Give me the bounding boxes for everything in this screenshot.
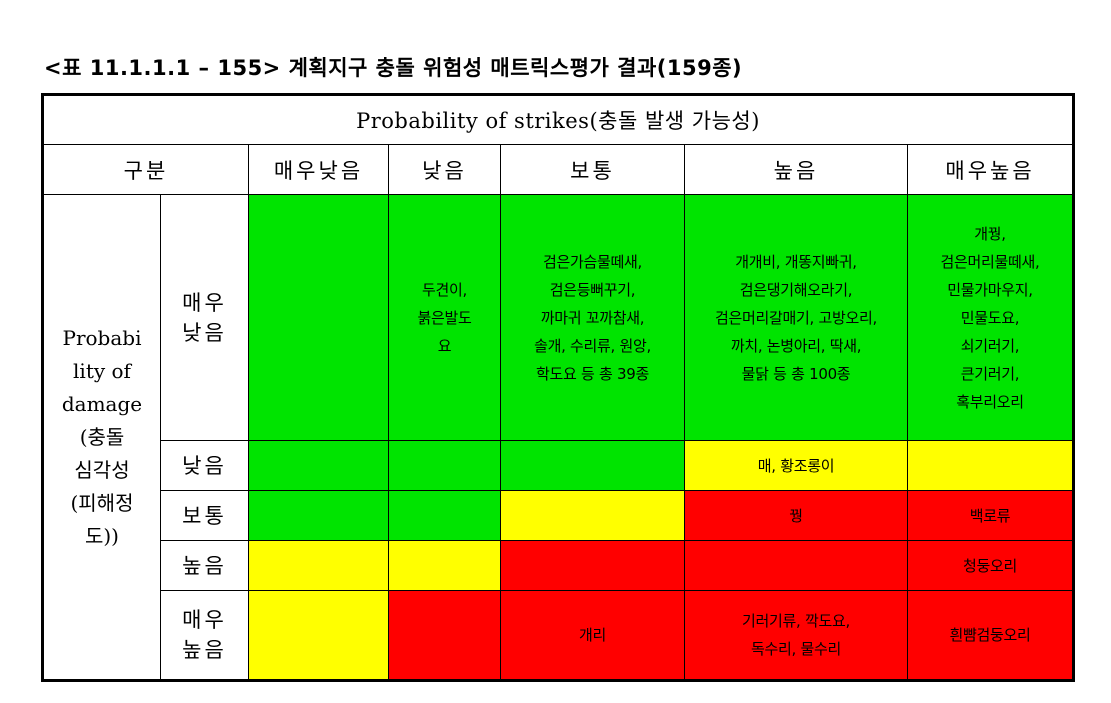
column-header-medium: 보통	[500, 144, 685, 195]
matrix-cell	[248, 590, 389, 681]
matrix-cell	[500, 440, 685, 491]
row-header: 매우 높음	[160, 590, 249, 681]
matrix-cell: 개개비, 개똥지빠귀, 검은댕기해오라기, 검은머리갈매기, 고방오리, 까치,…	[684, 194, 908, 441]
matrix-cell	[248, 490, 389, 541]
column-header-high: 높음	[684, 144, 908, 195]
matrix-row-low: 낮음 매, 황조롱이	[43, 440, 1075, 491]
matrix-cell	[500, 490, 685, 541]
matrix-cell: 매, 황조롱이	[684, 440, 908, 491]
matrix-cell: 검은가슴물떼새, 검은등뻐꾸기, 까마귀 꼬까참새, 솔개, 수리류, 원앙, …	[500, 194, 685, 441]
matrix-cell	[388, 590, 501, 681]
row-header: 높음	[160, 540, 249, 591]
matrix-cell: 두견이, 붉은발도 요	[388, 194, 501, 441]
matrix-cell	[388, 490, 501, 541]
matrix-row-very-high: 매우 높음 개리 기러기류, 깍도요, 독수리, 물수리 흰뺨검둥오리	[43, 590, 1075, 681]
matrix-cell: 개꿩, 검은머리물떼새, 민물가마우지, 민물도요, 쇠기러기, 큰기러기, 혹…	[906, 194, 1075, 441]
column-header-very-high: 매우높음	[906, 144, 1075, 195]
matrix-cell	[388, 540, 501, 591]
matrix-row-very-low: Probabi lity of damage (충돌 심각성 (피해정 도)) …	[42, 194, 1075, 681]
matrix-cell	[388, 440, 501, 491]
matrix-cell	[500, 540, 685, 591]
row-header: 매우 낮음	[160, 194, 249, 441]
corner-label: 구분	[42, 144, 249, 195]
matrix-cell: 흰뺨검둥오리	[906, 590, 1075, 681]
row-header: 낮음	[160, 440, 249, 491]
probability-header-row: Probability of strikes(충돌 발생 가능성)	[41, 94, 1075, 145]
matrix-cell	[248, 194, 389, 441]
matrix-cell	[684, 540, 908, 591]
column-header-low: 낮음	[388, 144, 501, 195]
matrix-cell: 백로류	[906, 490, 1075, 541]
matrix-cell: 개리	[500, 590, 685, 681]
matrix-row-medium: 보통 꿩 백로류	[43, 490, 1075, 541]
column-header-very-low: 매우낮음	[248, 144, 389, 195]
risk-matrix-table: Probability of strikes(충돌 발생 가능성) 구분 매우낮…	[41, 93, 1076, 682]
row-header: 보통	[160, 490, 249, 541]
matrix-cell	[906, 440, 1075, 491]
matrix-cell	[248, 440, 389, 491]
damage-header: Probabi lity of damage (충돌 심각성 (피해정 도))	[42, 194, 161, 681]
table-caption: <표 11.1.1.1 – 155> 계획지구 충돌 위험성 매트릭스평가 결과…	[44, 56, 743, 80]
matrix-row-high: 높음 청둥오리	[43, 540, 1075, 591]
column-header-row: 구분 매우낮음 낮음 보통 높음 매우높음	[42, 144, 1075, 195]
matrix-cell	[248, 540, 389, 591]
matrix-cell: 청둥오리	[906, 540, 1075, 591]
matrix-cell: 기러기류, 깍도요, 독수리, 물수리	[684, 590, 908, 681]
probability-header: Probability of strikes(충돌 발생 가능성)	[41, 94, 1075, 145]
matrix-cell: 꿩	[684, 490, 908, 541]
